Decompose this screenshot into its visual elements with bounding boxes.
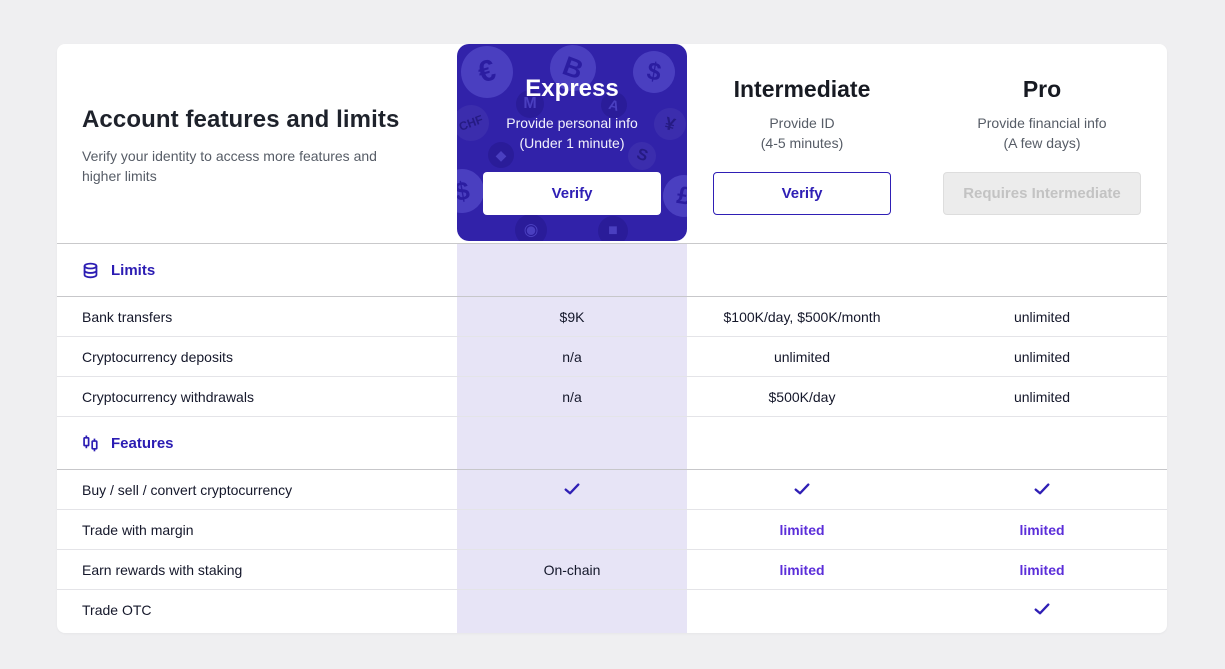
- row-label: Buy / sell / convert cryptocurrency: [82, 481, 293, 498]
- account-features-card: Account features and limits Verify your …: [57, 44, 1167, 633]
- value-cell: $100K/day, $500K/month: [723, 308, 881, 325]
- section-spacer-cell: [917, 417, 1167, 469]
- section-spacer-cell: [687, 417, 917, 469]
- value-cell: unlimited: [1013, 348, 1071, 365]
- value-cell: $500K/day: [768, 388, 836, 405]
- check-icon: [564, 482, 580, 498]
- value-cell: n/a: [562, 348, 582, 365]
- section-row-limits: Limits: [57, 244, 1167, 297]
- check-cell: [917, 470, 1167, 509]
- plan-name-express: Express: [525, 75, 619, 102]
- section-spacer-cell: [917, 244, 1167, 296]
- row-label: Cryptocurrency withdrawals: [82, 388, 254, 405]
- value-cell: [687, 590, 917, 630]
- table-row: Bank transfers $9K $100K/day, $500K/month u…: [57, 297, 1167, 337]
- intermediate-verify-button[interactable]: Verify: [713, 172, 891, 215]
- value-cell: [457, 590, 687, 630]
- section-title: Features: [111, 434, 174, 452]
- value-cell: [457, 510, 687, 549]
- plan-desc-pro: Provide financial info (A few days): [977, 115, 1107, 151]
- table-row: Earn rewards with staking On-chain limited…: [57, 550, 1167, 590]
- row-label: Trade with margin: [82, 521, 194, 538]
- page-subtitle: Verify your identity to access more feat…: [82, 148, 377, 184]
- value-cell: $9K: [559, 308, 585, 325]
- express-verify-button[interactable]: Verify: [483, 172, 661, 215]
- check-cell: [917, 590, 1167, 630]
- section-spacer-cell: [457, 417, 687, 469]
- value-cell: limited: [1019, 561, 1065, 578]
- table-row: Cryptocurrency withdrawals n/a $500K/day un…: [57, 377, 1167, 417]
- value-cell: limited: [779, 561, 825, 578]
- database-icon: [82, 262, 99, 279]
- table-row: Buy / sell / convert cryptocurrency: [57, 470, 1167, 510]
- section-spacer-cell: [457, 244, 687, 296]
- section-label: Features: [57, 435, 457, 452]
- section-row-features: Features: [57, 417, 1167, 470]
- value-cell: On-chain: [543, 561, 601, 578]
- row-label: Earn rewards with staking: [82, 561, 243, 578]
- check-icon: [794, 482, 810, 498]
- plans-header-row: Account features and limits Verify your …: [57, 44, 1167, 243]
- table-row: Trade OTC: [57, 590, 1167, 630]
- express-column-highlight: [457, 243, 687, 633]
- cardano-icon: ◉: [515, 214, 547, 241]
- row-label: Trade OTC: [82, 602, 152, 618]
- check-cell: [457, 470, 687, 509]
- section-spacer-cell: [687, 244, 917, 296]
- value-cell: unlimited: [1013, 388, 1071, 405]
- table-row: Cryptocurrency deposits n/a unlimited unlim…: [57, 337, 1167, 377]
- section-title: Limits: [111, 261, 156, 279]
- plan-desc-express: Provide personal info (Under 1 minute): [506, 115, 638, 151]
- row-label: Cryptocurrency deposits: [82, 348, 233, 365]
- pound-icon: £: [659, 171, 687, 221]
- plan-name-intermediate: Intermediate: [733, 76, 871, 102]
- check-icon: [1034, 602, 1050, 618]
- value-cell: n/a: [562, 388, 582, 405]
- plan-desc-intermediate: Provide ID (4-5 minutes): [760, 115, 844, 151]
- value-cell: unlimited: [773, 348, 831, 365]
- plan-card-intermediate: Intermediate Provide ID (4-5 minutes) Ve…: [687, 44, 917, 243]
- plan-card-express: € B $ M A CHF ¥ ◆ S $ £ ◉ ■ Express Provide personal…: [457, 44, 687, 241]
- candlestick-icon: [82, 434, 99, 452]
- check-icon: [1034, 482, 1050, 498]
- pro-requires-intermediate-button[interactable]: Requires Intermediate: [943, 172, 1141, 215]
- usdc-square-icon: ■: [598, 216, 628, 241]
- section-label: Limits: [57, 262, 457, 279]
- value-cell: limited: [1019, 521, 1065, 538]
- value-cell: unlimited: [1013, 308, 1071, 325]
- check-cell: [687, 470, 917, 509]
- row-label: Bank transfers: [82, 308, 173, 325]
- features-limits-table: Limits Bank transfers $9K $100K/day, $500K/…: [57, 243, 1167, 630]
- value-cell: limited: [779, 521, 825, 538]
- intro-block: Account features and limits Verify your …: [57, 44, 457, 243]
- plan-card-pro: Pro Provide financial info (A few days) …: [917, 44, 1167, 243]
- table-row: Trade with margin limited limited: [57, 510, 1167, 550]
- plan-name-pro: Pro: [1022, 76, 1062, 102]
- page-title: Account features and limits: [82, 106, 400, 133]
